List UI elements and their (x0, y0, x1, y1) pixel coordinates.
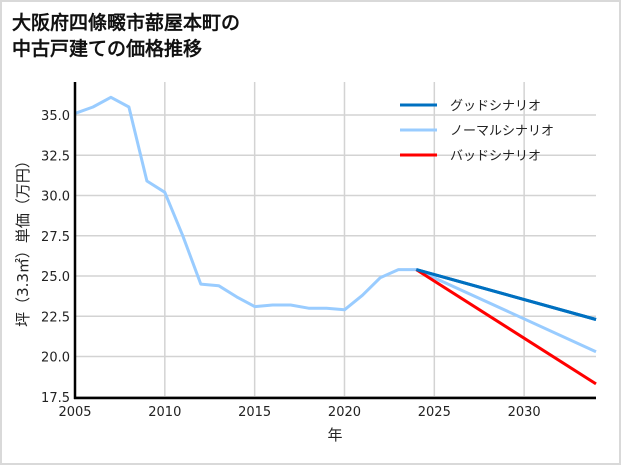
legend-label: ノーマルシナリオ (450, 124, 554, 139)
x-tick-label: 2015 (238, 405, 271, 420)
series-line-good (415, 268, 597, 321)
y-tick-label: 25.0 (41, 270, 70, 285)
legend-label: バッドシナリオ (450, 149, 541, 164)
legend-item: グッドシナリオ (400, 99, 541, 114)
chart-title-line2: 中古戸建ての価格推移 (12, 38, 203, 60)
y-tick-label: 20.0 (41, 351, 70, 366)
series-line (415, 268, 597, 386)
x-axis-label: 年 (327, 426, 342, 444)
series-line (74, 95, 597, 354)
y-tick-label: 17.5 (41, 391, 70, 406)
legend-item: バッドシナリオ (400, 149, 541, 164)
tick-labels: 2005 2010 2015 2020 2025 2030 17.5 20.0 22.5 25.0… (41, 109, 541, 420)
y-tick-label: 35.0 (41, 109, 70, 124)
y-axis-label: 坪（3.3㎡）単価（万円） (14, 153, 32, 327)
x-tick-label: 2030 (508, 405, 541, 420)
legend-label: グッドシナリオ (450, 99, 541, 114)
legend-item: ノーマルシナリオ (400, 124, 554, 139)
x-tick-label: 2005 (58, 405, 91, 420)
y-tick-label: 32.5 (41, 149, 70, 164)
x-tick-label: 2020 (328, 405, 361, 420)
y-tick-label: 22.5 (41, 310, 70, 325)
x-tick-label: 2010 (148, 405, 181, 420)
data-series (74, 95, 597, 386)
y-tick-label: 27.5 (41, 230, 70, 245)
y-tick-label: 30.0 (41, 190, 70, 205)
axes (73, 82, 596, 400)
x-tick-label: 2025 (418, 405, 451, 420)
chart-title-line1: 大阪府四條畷市蔀屋本町の (12, 12, 241, 34)
chart-title: 大阪府四條畷市蔀屋本町の 中古戸建ての価格推移 (12, 10, 240, 62)
